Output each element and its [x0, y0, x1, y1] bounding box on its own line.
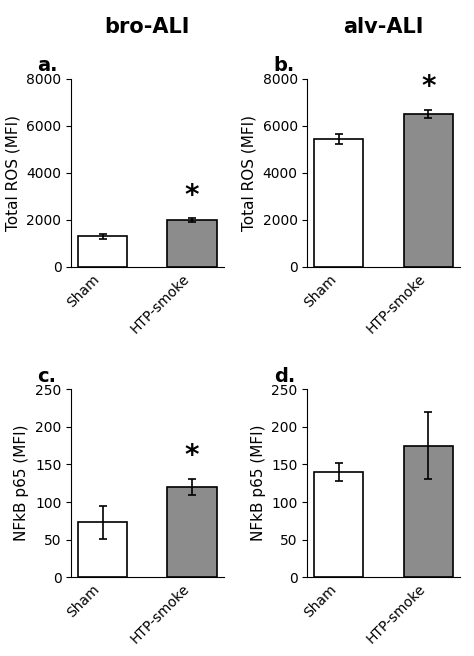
- Text: alv-ALI: alv-ALI: [343, 17, 424, 37]
- Text: *: *: [185, 441, 199, 470]
- Text: *: *: [421, 73, 436, 101]
- Bar: [314, 472, 364, 577]
- Text: bro-ALI: bro-ALI: [105, 17, 190, 37]
- Bar: [404, 445, 453, 577]
- Bar: [78, 522, 127, 577]
- Bar: [404, 114, 453, 267]
- Text: a.: a.: [37, 56, 58, 75]
- Text: c.: c.: [37, 367, 56, 386]
- Bar: [78, 236, 127, 267]
- Text: b.: b.: [274, 56, 295, 75]
- Bar: [167, 220, 217, 267]
- Bar: [167, 487, 217, 577]
- Text: d.: d.: [274, 367, 295, 386]
- Bar: [314, 138, 364, 267]
- Text: *: *: [185, 182, 199, 211]
- Y-axis label: Total ROS (MFI): Total ROS (MFI): [242, 115, 257, 231]
- Y-axis label: NFkB p65 (MFI): NFkB p65 (MFI): [14, 425, 29, 541]
- Y-axis label: Total ROS (MFI): Total ROS (MFI): [6, 115, 21, 231]
- Y-axis label: NFkB p65 (MFI): NFkB p65 (MFI): [251, 425, 266, 541]
